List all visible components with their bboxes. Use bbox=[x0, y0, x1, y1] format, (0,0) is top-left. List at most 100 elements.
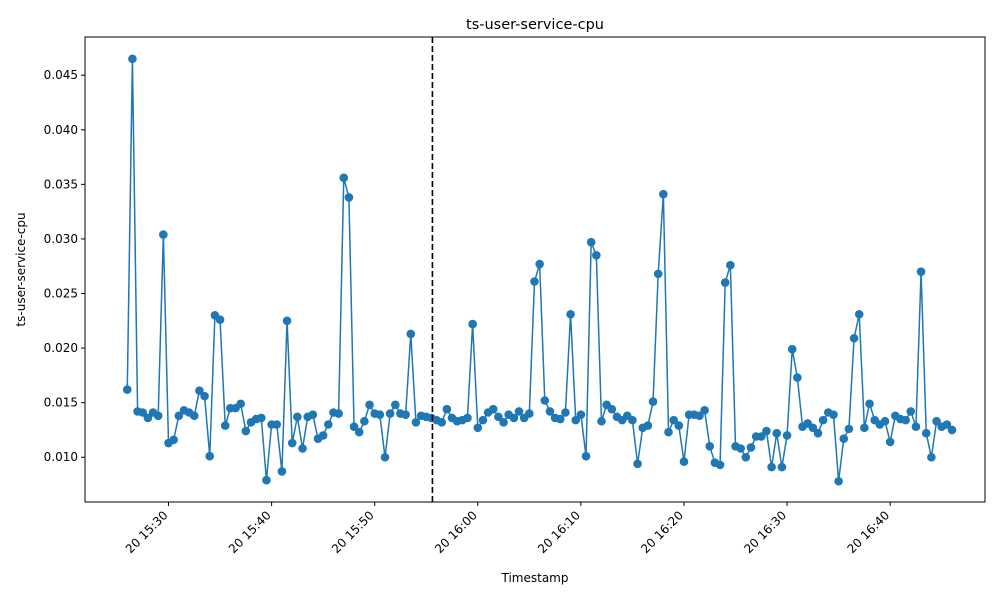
data-point bbox=[318, 431, 328, 440]
data-point bbox=[566, 309, 575, 319]
data-point bbox=[777, 462, 787, 472]
data-point bbox=[932, 416, 941, 426]
data-point bbox=[921, 428, 931, 438]
plot-area bbox=[122, 37, 957, 502]
data-point bbox=[906, 407, 916, 416]
data-point bbox=[241, 426, 251, 436]
data-point bbox=[571, 415, 581, 425]
data-point bbox=[360, 416, 369, 426]
data-point bbox=[659, 189, 668, 199]
data-point bbox=[122, 385, 132, 394]
y-tick-label: 0.035 bbox=[44, 177, 78, 191]
data-point bbox=[679, 457, 689, 466]
data-point bbox=[813, 428, 823, 438]
data-point bbox=[726, 260, 735, 270]
data-point bbox=[380, 452, 390, 462]
data-point bbox=[653, 269, 663, 279]
data-point bbox=[468, 319, 477, 329]
data-point bbox=[287, 438, 297, 448]
data-point bbox=[205, 451, 215, 461]
data-point bbox=[808, 423, 818, 433]
data-point bbox=[499, 418, 508, 427]
data-point bbox=[736, 444, 745, 453]
data-point bbox=[540, 396, 550, 405]
y-tick-label: 0.025 bbox=[44, 287, 78, 301]
y-tick-label: 0.010 bbox=[44, 450, 78, 464]
data-point bbox=[592, 251, 601, 260]
data-point bbox=[561, 408, 570, 417]
plot-frame bbox=[84, 36, 986, 503]
data-point bbox=[715, 460, 725, 470]
data-point bbox=[293, 412, 302, 422]
data-point bbox=[700, 406, 709, 415]
data-point bbox=[494, 412, 503, 422]
data-point bbox=[277, 467, 287, 476]
data-point bbox=[159, 230, 168, 239]
data-point bbox=[834, 476, 843, 486]
data-point bbox=[236, 399, 245, 409]
data-point bbox=[854, 309, 864, 319]
data-point bbox=[195, 386, 204, 395]
y-axis-label: ts-user-service-cpu bbox=[14, 212, 28, 326]
y-tick-label: 0.045 bbox=[44, 68, 78, 82]
data-point bbox=[885, 437, 895, 447]
data-point bbox=[669, 415, 678, 425]
data-point bbox=[633, 459, 642, 469]
data-point bbox=[391, 400, 400, 410]
y-tick-label: 0.040 bbox=[44, 123, 78, 137]
data-point bbox=[756, 432, 766, 441]
data-point bbox=[545, 407, 555, 416]
data-point bbox=[138, 408, 148, 417]
data-point bbox=[767, 462, 776, 472]
data-point bbox=[437, 418, 447, 427]
data-point bbox=[308, 410, 318, 419]
data-point bbox=[927, 452, 936, 462]
data-point bbox=[282, 316, 292, 326]
data-point bbox=[648, 397, 658, 406]
y-tick-label: 0.020 bbox=[44, 341, 78, 355]
data-point bbox=[143, 413, 153, 423]
data-point bbox=[576, 410, 586, 419]
data-point bbox=[509, 413, 519, 423]
data-point bbox=[256, 413, 266, 423]
data-point bbox=[411, 418, 421, 427]
y-tick-label: 0.015 bbox=[44, 396, 78, 410]
data-point bbox=[942, 420, 952, 429]
data-point bbox=[349, 422, 359, 431]
x-axis-label: Timestamp bbox=[501, 571, 569, 585]
data-point bbox=[463, 413, 472, 423]
data-point bbox=[818, 415, 828, 425]
data-point bbox=[581, 451, 591, 461]
data-point bbox=[530, 277, 539, 286]
data-point bbox=[334, 409, 343, 418]
data-point bbox=[844, 424, 854, 434]
data-point bbox=[762, 426, 771, 436]
y-tick-label: 0.030 bbox=[44, 232, 78, 246]
data-point bbox=[298, 444, 307, 453]
data-point bbox=[200, 391, 209, 401]
data-point bbox=[787, 344, 797, 354]
data-point bbox=[860, 423, 869, 433]
data-point bbox=[880, 416, 890, 426]
data-point bbox=[262, 475, 271, 485]
data-point bbox=[628, 415, 637, 425]
data-point bbox=[597, 416, 606, 426]
data-point bbox=[947, 425, 957, 435]
data-point bbox=[865, 399, 874, 409]
data-point bbox=[674, 421, 684, 430]
data-point bbox=[385, 409, 395, 418]
data-point bbox=[514, 407, 524, 416]
data-point bbox=[829, 410, 838, 419]
data-point bbox=[473, 423, 483, 433]
data-point bbox=[169, 435, 178, 445]
data-point bbox=[695, 411, 704, 421]
data-point bbox=[664, 427, 673, 437]
data-point bbox=[401, 410, 410, 419]
data-point bbox=[916, 267, 926, 276]
data-point bbox=[607, 404, 617, 414]
data-point bbox=[849, 333, 859, 343]
data-point bbox=[741, 452, 751, 462]
data-point bbox=[488, 404, 498, 414]
data-point bbox=[128, 54, 137, 64]
